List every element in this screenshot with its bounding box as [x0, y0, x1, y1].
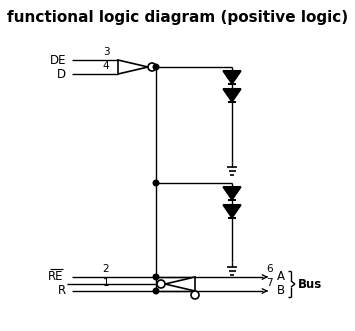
Text: 3: 3 — [103, 47, 109, 57]
Circle shape — [153, 64, 159, 70]
Text: 7: 7 — [266, 278, 273, 288]
Text: DE: DE — [49, 54, 66, 67]
Text: A: A — [277, 270, 285, 283]
Circle shape — [148, 63, 156, 71]
Polygon shape — [223, 205, 241, 218]
Text: B: B — [277, 285, 285, 298]
Circle shape — [157, 280, 165, 288]
Circle shape — [153, 274, 159, 280]
Text: D: D — [57, 68, 66, 80]
Polygon shape — [165, 277, 195, 291]
Polygon shape — [223, 187, 241, 200]
Circle shape — [153, 288, 159, 294]
Circle shape — [191, 291, 199, 299]
Text: functional logic diagram (positive logic): functional logic diagram (positive logic… — [7, 10, 349, 25]
Circle shape — [153, 180, 159, 186]
Polygon shape — [223, 71, 241, 84]
Text: 2: 2 — [103, 264, 109, 274]
Polygon shape — [118, 60, 148, 74]
Text: 6: 6 — [266, 264, 273, 274]
Text: 4: 4 — [103, 61, 109, 71]
Text: RE: RE — [48, 270, 63, 283]
Polygon shape — [223, 89, 241, 102]
Text: 1: 1 — [103, 278, 109, 288]
Text: Bus: Bus — [298, 277, 322, 291]
Text: R: R — [58, 285, 66, 298]
